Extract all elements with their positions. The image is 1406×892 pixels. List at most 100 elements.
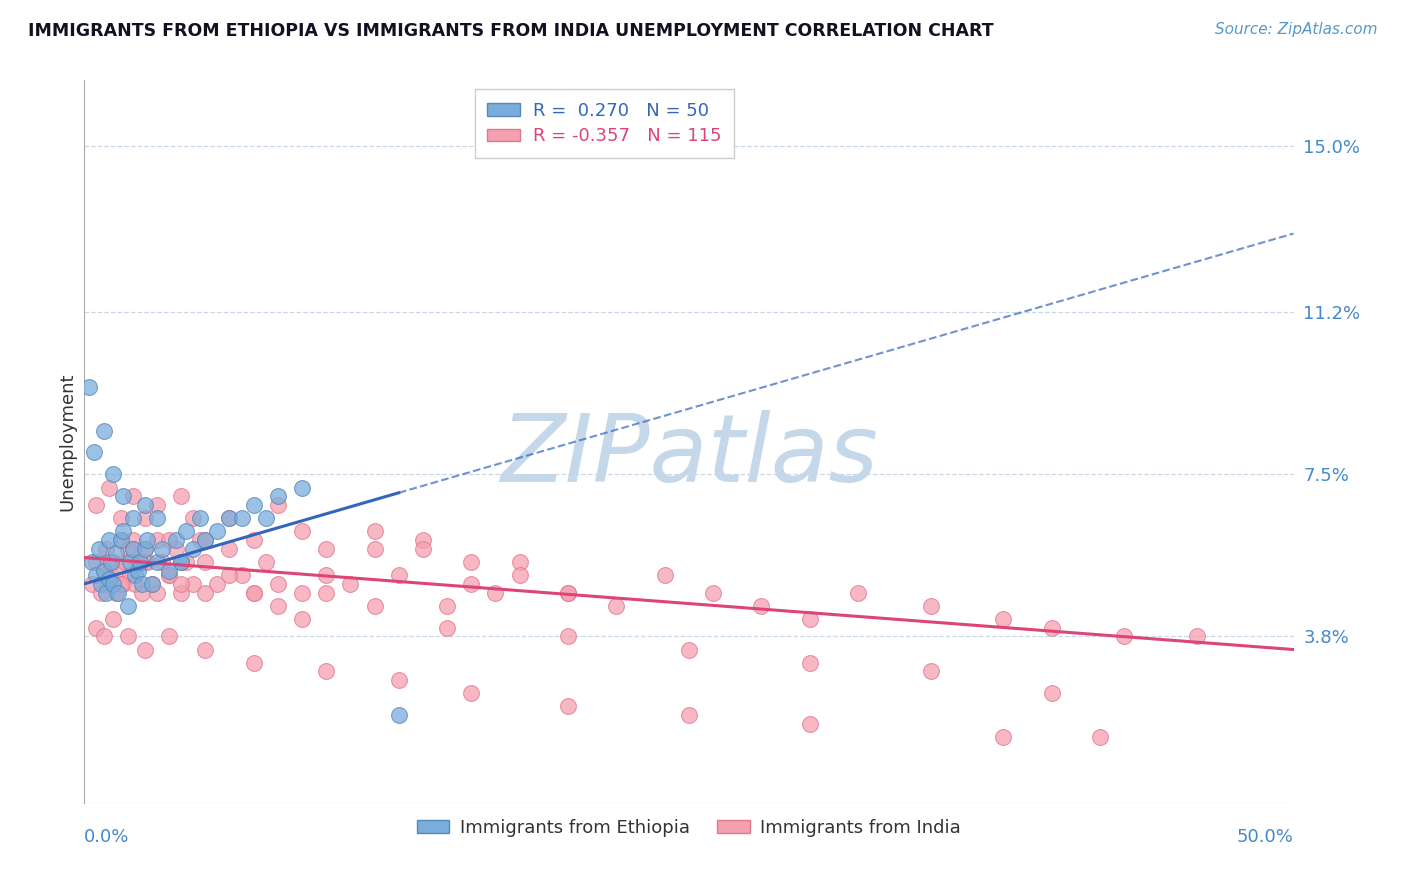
Point: [104, 585, 127, 599]
Point: [460, 555, 482, 569]
Point: [315, 541, 337, 556]
Point: [194, 555, 217, 569]
Point: [315, 568, 337, 582]
Point: [654, 568, 676, 582]
Point: [1040, 686, 1063, 700]
Point: [134, 511, 156, 525]
Point: [93, 629, 115, 643]
Point: [207, 524, 229, 539]
Point: [291, 612, 314, 626]
Point: [93, 564, 115, 578]
Point: [97, 573, 120, 587]
Point: [254, 555, 277, 569]
Point: [242, 533, 264, 547]
Text: 0.0%: 0.0%: [84, 828, 129, 846]
Point: [190, 533, 212, 547]
Point: [315, 665, 337, 679]
Point: [267, 498, 290, 512]
Point: [77, 380, 100, 394]
Point: [86, 621, 108, 635]
Y-axis label: Unemployment: Unemployment: [58, 372, 76, 511]
Point: [218, 541, 240, 556]
Point: [110, 577, 132, 591]
Point: [194, 533, 217, 547]
Point: [112, 577, 135, 591]
Point: [131, 577, 153, 591]
Point: [110, 533, 132, 547]
Point: [218, 511, 240, 525]
Point: [557, 629, 579, 643]
Point: [218, 568, 240, 582]
Point: [242, 656, 264, 670]
Point: [121, 489, 143, 503]
Point: [146, 555, 169, 569]
Point: [557, 699, 579, 714]
Point: [150, 541, 173, 556]
Point: [242, 585, 264, 599]
Point: [100, 568, 122, 582]
Point: [363, 541, 385, 556]
Point: [157, 568, 180, 582]
Point: [363, 599, 385, 613]
Point: [134, 541, 156, 556]
Point: [146, 533, 169, 547]
Point: [112, 524, 135, 539]
Point: [1088, 730, 1111, 744]
Point: [121, 541, 143, 556]
Point: [134, 642, 156, 657]
Text: ZIPatlas: ZIPatlas: [501, 410, 877, 501]
Point: [127, 564, 149, 578]
Point: [993, 612, 1015, 626]
Point: [146, 585, 169, 599]
Point: [103, 467, 125, 482]
Point: [94, 585, 117, 599]
Point: [136, 555, 159, 569]
Point: [165, 541, 187, 556]
Point: [157, 533, 180, 547]
Point: [799, 656, 821, 670]
Point: [157, 564, 180, 578]
Point: [1185, 629, 1208, 643]
Point: [460, 686, 482, 700]
Point: [103, 612, 125, 626]
Point: [174, 524, 197, 539]
Point: [150, 555, 173, 569]
Point: [363, 524, 385, 539]
Point: [605, 599, 627, 613]
Point: [87, 541, 110, 556]
Point: [484, 585, 506, 599]
Point: [141, 577, 163, 591]
Point: [1040, 621, 1063, 635]
Point: [134, 498, 156, 512]
Point: [80, 577, 103, 591]
Point: [170, 555, 193, 569]
Text: IMMIGRANTS FROM ETHIOPIA VS IMMIGRANTS FROM INDIA UNEMPLOYMENT CORRELATION CHART: IMMIGRANTS FROM ETHIOPIA VS IMMIGRANTS F…: [28, 22, 994, 40]
Point: [94, 541, 117, 556]
Point: [104, 546, 127, 560]
Point: [181, 577, 204, 591]
Point: [181, 541, 204, 556]
Point: [103, 555, 125, 569]
Point: [117, 629, 139, 643]
Point: [134, 541, 156, 556]
Point: [90, 585, 112, 599]
Point: [194, 533, 217, 547]
Point: [218, 511, 240, 525]
Point: [120, 568, 142, 582]
Point: [170, 577, 193, 591]
Point: [121, 533, 143, 547]
Point: [170, 555, 193, 569]
Point: [267, 577, 290, 591]
Point: [83, 445, 105, 459]
Point: [799, 717, 821, 731]
Point: [170, 585, 193, 599]
Point: [678, 642, 700, 657]
Point: [124, 577, 146, 591]
Point: [114, 555, 136, 569]
Point: [141, 577, 163, 591]
Point: [846, 585, 869, 599]
Point: [121, 511, 143, 525]
Point: [120, 555, 142, 569]
Point: [412, 541, 434, 556]
Text: Source: ZipAtlas.com: Source: ZipAtlas.com: [1215, 22, 1378, 37]
